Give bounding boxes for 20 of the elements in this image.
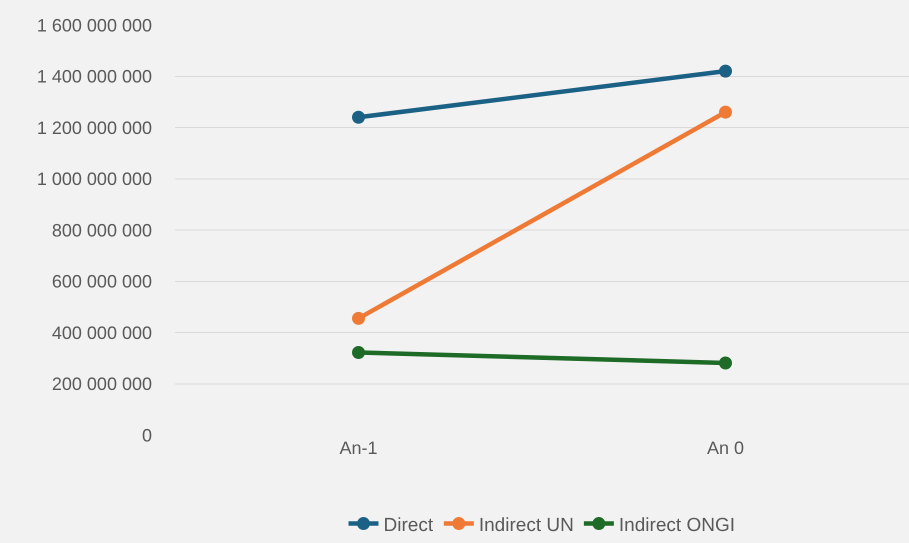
y-tick-label: 400 000 000 <box>52 322 152 343</box>
y-tick-label: 1 600 000 000 <box>36 15 152 36</box>
x-tick-label: An-1 <box>339 438 378 458</box>
y-tick-label: 800 000 000 <box>52 220 152 240</box>
x-tick-label: An 0 <box>706 438 744 458</box>
point <box>352 110 365 124</box>
legend-label: Direct <box>384 514 434 536</box>
y-tick-label: 1 400 000 000 <box>36 66 152 87</box>
point <box>719 356 732 370</box>
y-tick-label: 200 000 000 <box>52 374 152 394</box>
y-tick-label: 600 000 000 <box>52 272 152 292</box>
point <box>352 346 365 359</box>
point <box>719 106 732 119</box>
legend-label: Indirect UN <box>478 514 574 536</box>
y-tick-label: 1 000 000 000 <box>36 169 152 190</box>
point <box>719 64 732 78</box>
y-tick-label: 0 <box>142 425 152 446</box>
legend-label: Indirect ONGI <box>618 514 736 536</box>
point <box>352 312 365 325</box>
y-tick-label: 1 200 000 000 <box>36 118 152 138</box>
